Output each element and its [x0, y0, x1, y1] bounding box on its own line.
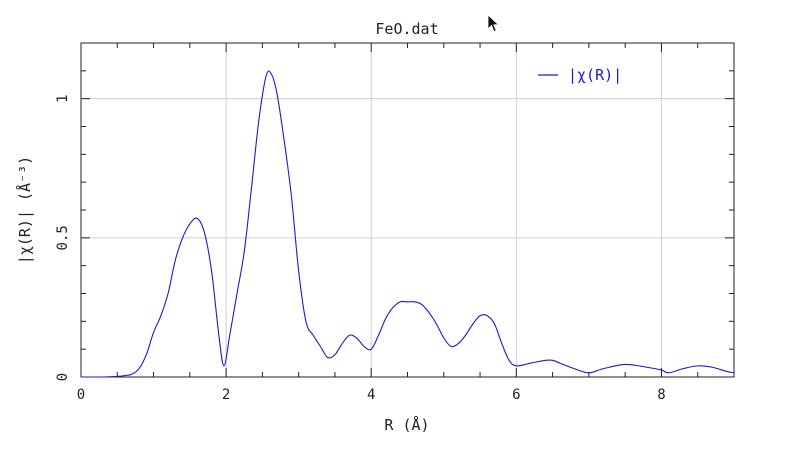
- x-tick-label: 2: [222, 387, 230, 403]
- legend: |χ(R)|: [538, 66, 622, 84]
- x-axis-label: R (Å): [384, 415, 429, 434]
- series-line: [81, 70, 735, 378]
- mouse-cursor-icon: [487, 14, 500, 33]
- y-tick-label: 1: [55, 94, 71, 102]
- legend-label: |χ(R)|: [568, 66, 622, 84]
- series-layer: [81, 70, 735, 378]
- y-tick-label: 0: [55, 373, 71, 381]
- ticks: [80, 42, 735, 378]
- x-tick-label: 6: [512, 387, 520, 403]
- x-tick-label: 0: [77, 387, 85, 403]
- y-tick-label: 0.5: [55, 225, 71, 250]
- y-axis-label: |χ(R)| (Å⁻³): [15, 156, 34, 264]
- grid: [81, 43, 734, 377]
- plot-frame: [80, 42, 735, 378]
- x-tick-label: 4: [367, 387, 375, 403]
- x-tick-label: 8: [657, 387, 665, 403]
- chart-title: FeO.dat: [375, 20, 438, 38]
- tick-labels: 0 2 4 6 8 0 0.5 1: [55, 94, 666, 403]
